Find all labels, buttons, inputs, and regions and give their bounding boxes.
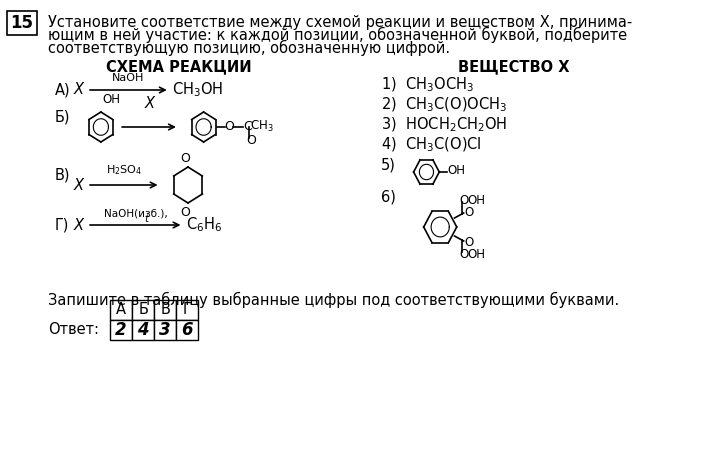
Text: O: O <box>464 236 474 248</box>
Text: 6): 6) <box>381 190 395 205</box>
Text: А): А) <box>55 83 71 97</box>
FancyBboxPatch shape <box>176 300 198 320</box>
Text: 4: 4 <box>138 321 149 339</box>
Text: 2: 2 <box>115 321 127 339</box>
FancyBboxPatch shape <box>110 320 132 340</box>
Text: C$_6$H$_6$: C$_6$H$_6$ <box>186 216 223 234</box>
Text: 6: 6 <box>181 321 193 339</box>
Text: Запишите в таблицу выбранные цифры под соответствующими буквами.: Запишите в таблицу выбранные цифры под с… <box>48 292 619 308</box>
Text: 3: 3 <box>159 321 171 339</box>
Text: OH: OH <box>448 164 465 178</box>
Text: CH$_3$: CH$_3$ <box>250 118 274 133</box>
Text: X: X <box>74 83 84 97</box>
Text: OH: OH <box>467 247 486 260</box>
FancyBboxPatch shape <box>7 11 36 35</box>
Text: O: O <box>459 194 468 208</box>
Text: X: X <box>144 96 154 111</box>
Text: OH: OH <box>103 93 121 106</box>
Text: O: O <box>464 206 474 219</box>
FancyBboxPatch shape <box>132 320 154 340</box>
Text: 2)  CH$_3$C(O)OCH$_3$: 2) CH$_3$C(O)OCH$_3$ <box>381 96 507 114</box>
Text: O: O <box>181 206 190 219</box>
Text: Б: Б <box>138 303 148 317</box>
Text: Г): Г) <box>55 218 69 232</box>
Text: NaOH(изб.),: NaOH(изб.), <box>104 208 167 218</box>
Text: $t$: $t$ <box>144 212 151 224</box>
Text: 5): 5) <box>381 158 395 172</box>
Text: Установите соответствие между схемой реакции и веществом X, принима-: Установите соответствие между схемой реа… <box>48 15 632 29</box>
Text: O: O <box>181 152 190 165</box>
FancyBboxPatch shape <box>154 300 176 320</box>
Text: X: X <box>74 178 84 192</box>
Text: В: В <box>160 303 170 317</box>
FancyBboxPatch shape <box>110 300 132 320</box>
Text: СХЕМА РЕАКЦИИ: СХЕМА РЕАКЦИИ <box>106 59 252 75</box>
Text: 15: 15 <box>10 14 33 32</box>
Text: C: C <box>243 121 252 133</box>
Text: O: O <box>225 120 234 133</box>
FancyBboxPatch shape <box>154 320 176 340</box>
Text: 3)  HOCH$_2$CH$_2$OH: 3) HOCH$_2$CH$_2$OH <box>381 116 507 134</box>
Text: 4)  CH$_3$C(O)Cl: 4) CH$_3$C(O)Cl <box>381 136 481 154</box>
Text: соответствующую позицию, обозначенную цифрой.: соответствующую позицию, обозначенную ци… <box>48 40 450 56</box>
Text: NaOH: NaOH <box>112 73 145 83</box>
Text: Ответ:: Ответ: <box>48 323 99 338</box>
FancyBboxPatch shape <box>132 300 154 320</box>
Text: ющим в ней участие: к каждой позиции, обозначенной буквой, подберите: ющим в ней участие: к каждой позиции, об… <box>48 27 627 43</box>
Text: В): В) <box>55 168 71 182</box>
Text: Г: Г <box>183 303 191 317</box>
Text: ВЕЩЕСТВО X: ВЕЩЕСТВО X <box>458 59 569 75</box>
Text: 1)  CH$_3$OCH$_3$: 1) CH$_3$OCH$_3$ <box>381 76 474 94</box>
Text: Б): Б) <box>55 110 71 124</box>
Text: OH: OH <box>467 193 486 207</box>
FancyBboxPatch shape <box>176 320 198 340</box>
Text: X: X <box>74 218 84 232</box>
Text: А: А <box>116 303 126 317</box>
Text: CH$_3$OH: CH$_3$OH <box>173 81 223 99</box>
Text: O: O <box>246 134 256 148</box>
Text: H$_2$SO$_4$: H$_2$SO$_4$ <box>106 163 142 177</box>
Text: O: O <box>459 247 468 260</box>
